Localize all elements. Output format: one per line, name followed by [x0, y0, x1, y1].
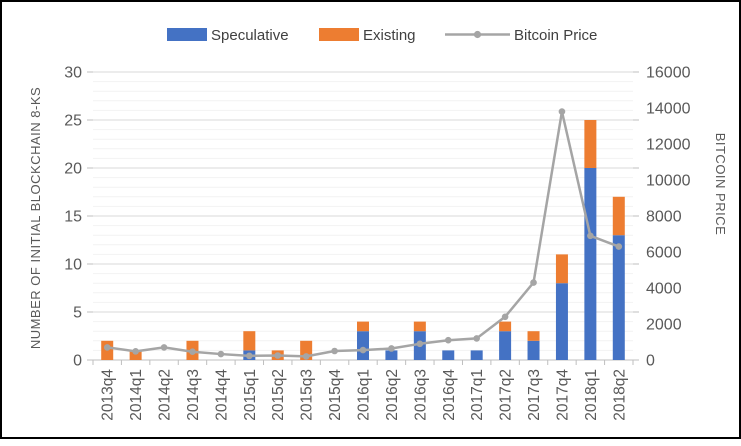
- bitcoin-price-marker-2016q1: [359, 346, 367, 354]
- bar-existing-2014q1: [129, 350, 142, 360]
- right-axis-tick-label: 0: [646, 353, 655, 370]
- bar-existing-2017q2: [499, 321, 512, 332]
- bitcoin-price-marker-2017q2: [501, 313, 509, 321]
- right-axis-tick-label: 6000: [646, 245, 682, 262]
- x-axis-tick-label: 2017q4: [554, 369, 571, 421]
- bar-existing-2015q1: [243, 331, 256, 351]
- x-axis-tick-label: 2018q2: [611, 369, 628, 421]
- legend-item-existing: Existing: [319, 27, 416, 44]
- bar-existing-2016q1: [357, 321, 369, 332]
- legend-item-bitcoin-price: Bitcoin Price: [445, 27, 597, 44]
- x-axis-tick-label: 2015q2: [270, 369, 287, 421]
- left-axis-tick-label: 20: [64, 161, 82, 178]
- bitcoin-price-marker-2017q1: [473, 335, 480, 342]
- right-axis-tick-label: 8000: [646, 209, 682, 226]
- x-axis-tick-label: 2014q4: [213, 369, 230, 421]
- x-axis-tick-label: 2017q3: [526, 369, 543, 421]
- legend-line-marker-dot-icon: [473, 30, 482, 39]
- x-axis-tick-label: 2013q4: [100, 369, 117, 421]
- bitcoin-price-marker-2014q1: [132, 348, 139, 355]
- x-axis-tick-label: 2015q1: [242, 369, 259, 421]
- x-axis-tick-label: 2015q4: [327, 369, 344, 421]
- bitcoin-price-marker-2013q4: [103, 344, 111, 351]
- right-axis-tick-label: 14000: [646, 101, 691, 118]
- x-axis-tick-label: 2016q3: [412, 369, 429, 421]
- bitcoin-price-marker-2015q1: [246, 352, 253, 360]
- left-axis-tick-label: 10: [64, 257, 82, 274]
- bar-speculative-2018q1: [584, 168, 597, 360]
- bitcoin-price-line: [103, 108, 623, 360]
- right-axis-tick-label: 12000: [646, 137, 691, 154]
- left-axis-title: NUMBER OF INITIAL BLOCKCHAIN 8-KS: [28, 87, 43, 349]
- bar-existing-2016q3: [413, 321, 426, 332]
- left-axis-tick-label: 5: [73, 305, 82, 322]
- right-axis-tick-label: 2000: [646, 317, 682, 334]
- bitcoin-price-marker-2016q3: [416, 340, 424, 348]
- bitcoin-price-marker-2018q2: [615, 243, 623, 250]
- bitcoin-price-marker-2015q3: [302, 353, 310, 360]
- legend-label-speculative: Speculative: [211, 27, 289, 44]
- bitcoin-price-marker-2014q3: [189, 348, 196, 356]
- bitcoin-price-marker-2015q2: [274, 352, 282, 359]
- bar-existing-2018q2: [612, 196, 625, 236]
- left-axis-tick-label: 25: [64, 113, 82, 130]
- left-axis-tick-label: 30: [64, 65, 82, 82]
- legend-swatch-speculative-icon: [167, 28, 207, 41]
- bitcoin-price-marker-2014q4: [217, 350, 225, 358]
- legend-item-speculative: Speculative: [167, 27, 289, 44]
- bar-speculative-2016q1: [357, 331, 369, 360]
- x-axis-tick-label: 2016q4: [441, 369, 458, 421]
- left-axis-tick-label: 0: [73, 353, 82, 370]
- legend-label-existing: Existing: [363, 27, 416, 44]
- x-axis-tick-label: 2014q3: [185, 369, 202, 421]
- legend-swatch-existing-icon: [319, 28, 359, 41]
- x-axis-tick-label: 2015q3: [299, 369, 316, 421]
- x-axis-tick-label: 2017q2: [498, 369, 515, 421]
- legend-label-bitcoin-price: Bitcoin Price: [514, 27, 597, 44]
- x-axis-tick-label: 2018q1: [583, 369, 600, 421]
- bitcoin-price-marker-2016q4: [444, 336, 452, 344]
- bitcoin-price-marker-2016q2: [388, 345, 395, 352]
- bar-existing-2018q1: [584, 120, 597, 168]
- stacked-bars: [101, 120, 625, 360]
- x-axis-tick-label: 2014q2: [157, 369, 174, 421]
- bar-speculative-2017q1: [470, 350, 483, 360]
- bitcoin-price-marker-2014q2: [160, 344, 168, 351]
- right-axis-tick-label: 16000: [646, 65, 691, 82]
- x-axis-tick-label: 2016q1: [356, 369, 373, 421]
- right-axis-tick-label: 4000: [646, 281, 682, 298]
- bar-speculative-2017q2: [499, 331, 512, 360]
- bar-speculative-2016q4: [442, 350, 455, 360]
- x-axis-tick-label: 2017q1: [469, 369, 486, 421]
- left-axis-tick-label: 15: [64, 209, 82, 226]
- right-axis-title: BITCOIN PRICE: [713, 133, 728, 236]
- bar-existing-2017q3: [527, 331, 540, 341]
- bar-speculative-2017q4: [555, 283, 568, 360]
- bitcoin-price-marker-2017q4: [558, 108, 566, 115]
- legend: Speculative Existing Bitcoin Price: [167, 27, 597, 44]
- bitcoin-price-marker-2015q4: [331, 347, 338, 355]
- bar-speculative-2016q2: [385, 350, 398, 360]
- bitcoin-price-marker-2018q1: [587, 232, 594, 240]
- bar-speculative-2017q3: [527, 340, 540, 360]
- bar-existing-2017q4: [555, 254, 568, 284]
- bitcoin-price-marker-2017q3: [530, 279, 537, 286]
- axis-tick-labels: 0 5 10 15 20 25 30 0 2000 4000 6000 8000 10000 12000 1…: [64, 65, 690, 421]
- bar-speculative-2018q2: [612, 235, 625, 360]
- gridlines: [87, 71, 639, 365]
- x-axis-tick-label: 2014q1: [128, 369, 145, 421]
- x-axis-tick-label: 2016q2: [384, 369, 401, 421]
- right-axis-tick-label: 10000: [646, 173, 691, 190]
